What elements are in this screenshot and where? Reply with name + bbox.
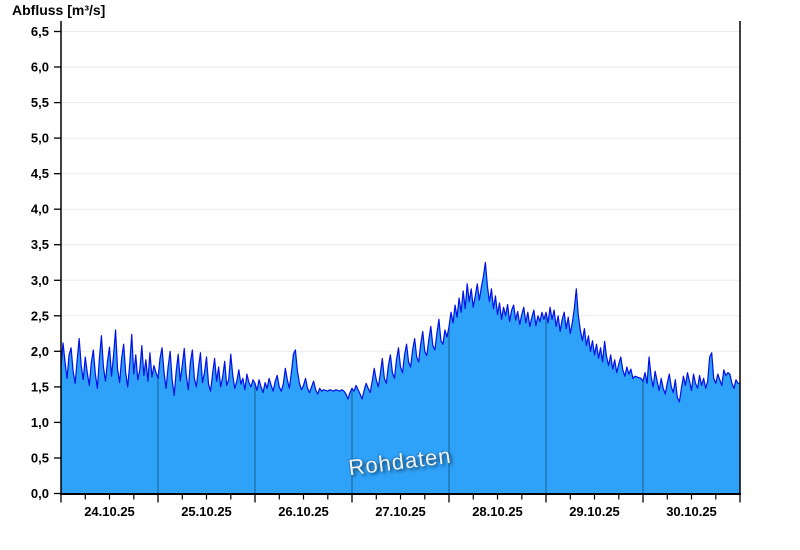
- y-tick-label: 5,5: [31, 95, 49, 110]
- y-tick-label: 5,0: [31, 131, 49, 146]
- y-tick-label: 3,0: [31, 273, 49, 288]
- x-tick-labels: 24.10.25 25.10.25 26.10.25 27.10.25 28.10.25…: [60, 494, 741, 519]
- day-boundary-lines: [157, 262, 644, 494]
- axes: [60, 21, 741, 495]
- x-tick-label: 24.10.25: [84, 504, 135, 519]
- y-tick-labels: 0,0 0,5 1,0 1,5 2,0 2,5 3,0 3,5 4,0 4,5 5,0 5,5 6,0 6…: [31, 24, 61, 501]
- y-tick-label: 6,0: [31, 60, 49, 75]
- area-fill: [61, 262, 740, 494]
- x-tick-label: 25.10.25: [181, 504, 232, 519]
- x-tick-label: 30.10.25: [666, 504, 717, 519]
- series-line: [60, 261, 740, 403]
- y-tick-label: 1,0: [31, 415, 49, 430]
- y-tick-label: 0,5: [31, 451, 49, 466]
- x-tick-label: 27.10.25: [375, 504, 426, 519]
- y-tick-label: 1,5: [31, 379, 49, 394]
- x-tick-label: 26.10.25: [278, 504, 329, 519]
- chart-title: Abfluss [m³/s]: [12, 2, 106, 18]
- y-tick-label: 3,5: [31, 237, 49, 252]
- horizontal-gridlines: [61, 31, 740, 459]
- y-tick-label: 0,0: [31, 486, 49, 501]
- y-tick-label: 4,5: [31, 166, 49, 181]
- y-tick-label: 2,5: [31, 308, 49, 323]
- y-tick-label: 4,0: [31, 202, 49, 217]
- y-tick-label: 6,5: [31, 24, 49, 39]
- x-tick-label: 28.10.25: [472, 504, 523, 519]
- y-tick-label: 2,0: [31, 344, 49, 359]
- x-tick-label: 29.10.25: [569, 504, 620, 519]
